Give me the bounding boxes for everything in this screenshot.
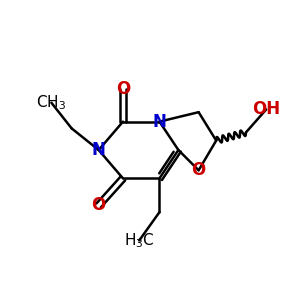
Text: O: O	[191, 161, 206, 179]
Text: N: N	[152, 112, 167, 130]
Text: H$_3$C: H$_3$C	[124, 231, 154, 250]
Text: O: O	[116, 80, 130, 98]
Text: CH$_3$: CH$_3$	[36, 93, 67, 112]
Text: OH: OH	[252, 100, 280, 118]
Text: N: N	[92, 141, 106, 159]
Text: O: O	[92, 196, 106, 214]
